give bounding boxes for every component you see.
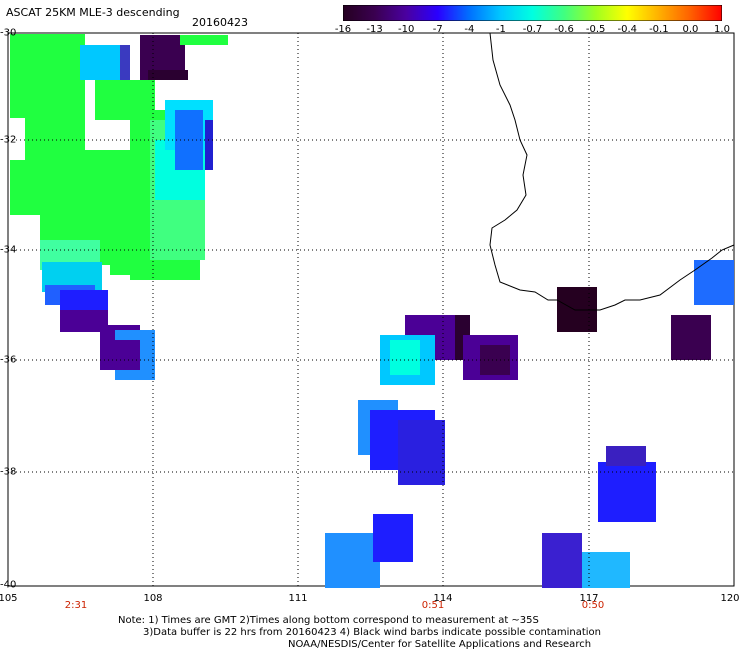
note-line-1: Note: 1) Times are GMT 2)Times along bot… (118, 615, 539, 626)
lat-label: -36 (0, 354, 17, 366)
colorbar-tick-label: -0.5 (585, 24, 606, 35)
product-date: 20160423 (192, 16, 248, 29)
note-line-3: NOAA/NESDIS/Center for Satellite Applica… (288, 639, 592, 650)
colorbar-tick-label: 1.0 (714, 24, 730, 35)
colorbar-tick-label: -7 (432, 24, 443, 35)
time-label: 0:51 (421, 600, 445, 611)
lat-label: -34 (0, 244, 17, 256)
colorbar-tick-label: 0.0 (682, 24, 699, 35)
colorbar-tick-label: -1 (495, 24, 506, 35)
lon-label: 111 (288, 593, 308, 604)
colorbar-tick-label: -0.4 (617, 24, 638, 35)
colorbar-labels: -16 -13 -10 -7 -4 -1 -0.7 -0.6 -0.5 -0.4 -0.1 0.0 1.… (330, 24, 740, 38)
lat-label: -30 (0, 27, 17, 39)
colorbar-tick-label: -0.7 (522, 24, 543, 35)
colorbar-tick-label: -16 (334, 24, 352, 35)
lat-label: -40 (0, 579, 17, 591)
swath-west (10, 34, 228, 380)
map-title: ASCAT 25KM MLE-3 descending 20160423 (6, 6, 248, 29)
product-title: ASCAT 25KM MLE-3 descending (6, 6, 180, 19)
lon-label: 108 (143, 593, 163, 604)
colorbar (343, 5, 722, 21)
colorbar-tick-label: -10 (397, 24, 415, 35)
colorbar-tick-label: -0.6 (554, 24, 574, 35)
note-line-2: 3)Data buffer is 22 hrs from 20160423 4)… (143, 627, 601, 638)
lon-label: 117 (579, 593, 599, 604)
time-label: 2:31 (64, 600, 88, 611)
lon-label: 114 (433, 593, 453, 604)
lat-label: -32 (0, 134, 17, 146)
gridlines (8, 33, 734, 586)
lat-label: -38 (0, 466, 17, 478)
time-label: 0:50 (581, 600, 605, 611)
colorbar-tick-label: -0.1 (649, 24, 669, 35)
colorbar-gradient (343, 5, 722, 21)
coastline (489, 32, 735, 311)
lon-label: 120 (720, 593, 740, 604)
colorbar-tick-label: -4 (464, 24, 475, 35)
swath-central (325, 260, 734, 588)
colorbar-tick-label: -13 (366, 24, 383, 35)
lon-label: 105 (0, 593, 18, 604)
